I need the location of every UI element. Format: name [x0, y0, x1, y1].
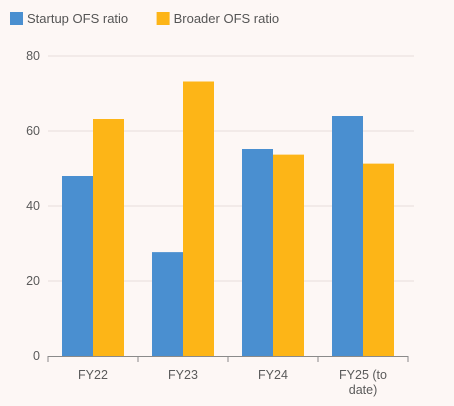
y-axis: 0 20 40 60 80	[26, 49, 40, 363]
bar-startup-1	[152, 252, 183, 356]
bar-startup-0	[62, 176, 93, 356]
y-tick-label-2: 40	[26, 199, 40, 213]
legend-label-1: Broader OFS ratio	[174, 11, 280, 26]
bar-startup-2	[242, 149, 273, 356]
legend: Startup OFS ratio Broader OFS ratio	[10, 11, 279, 26]
x-tick-label-3-line-0: FY25 (to	[339, 368, 387, 382]
bar-broader-0	[93, 119, 124, 356]
legend-label-0: Startup OFS ratio	[27, 11, 128, 26]
y-tick-label-4: 80	[26, 49, 40, 63]
bar-startup-3	[332, 116, 363, 356]
x-tick-label-0: FY22	[78, 368, 108, 382]
x-tick-label-1: FY23	[168, 368, 198, 382]
x-tick-label-2: FY24	[258, 368, 288, 382]
bars	[62, 81, 394, 356]
y-tick-label-1: 20	[26, 274, 40, 288]
legend-swatch-0	[10, 12, 23, 25]
legend-swatch-1	[156, 12, 170, 25]
bar-broader-2	[273, 154, 304, 356]
x-tick-label-3-line-1: date)	[349, 383, 378, 397]
bar-broader-1	[183, 81, 214, 356]
y-tick-label-0: 0	[33, 349, 40, 363]
y-tick-label-3: 60	[26, 124, 40, 138]
bar-broader-3	[363, 163, 394, 356]
